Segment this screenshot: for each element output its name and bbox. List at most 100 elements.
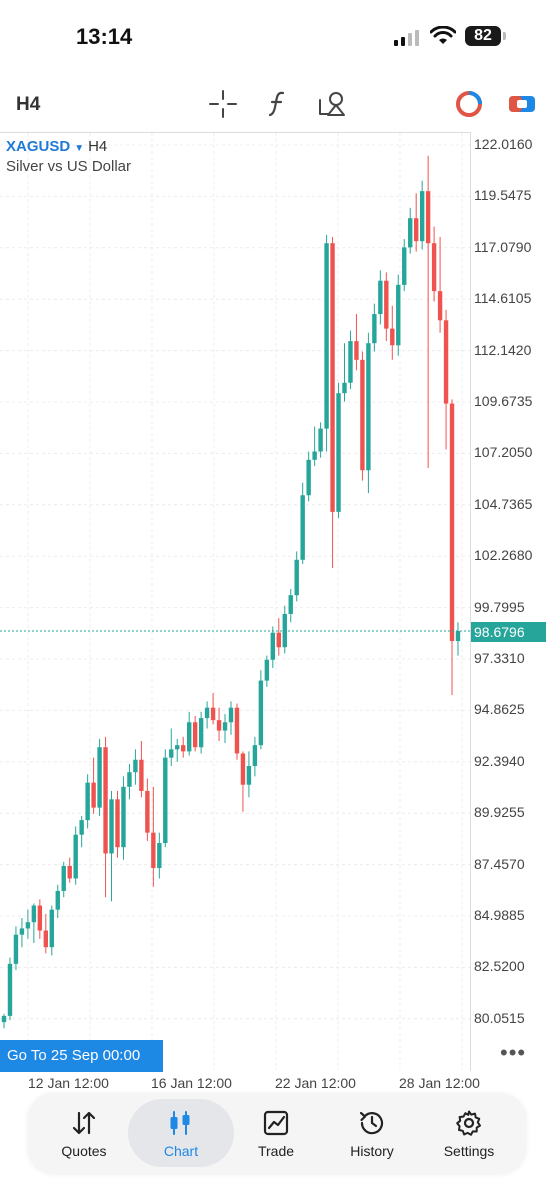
- candlestick-chart[interactable]: [0, 133, 470, 1070]
- candle-body: [103, 747, 108, 854]
- price-axis-label: 122.0160: [474, 136, 533, 152]
- candle-body: [276, 632, 281, 648]
- candle-body: [312, 451, 317, 460]
- candle-body: [49, 909, 54, 948]
- price-axis-label: 80.0515: [474, 1009, 525, 1026]
- candle-body: [402, 247, 407, 285]
- candle-body: [7, 963, 13, 1016]
- candle-body: [175, 745, 180, 750]
- candle-body: [192, 722, 198, 748]
- price-axis-label: 94.8625: [474, 701, 525, 718]
- cellular-signal-icon: [394, 30, 419, 46]
- current-price-label: 98.6796: [471, 622, 546, 642]
- candle-body: [109, 799, 114, 854]
- timeframe-button[interactable]: H4: [16, 94, 41, 115]
- candle-body: [264, 659, 270, 681]
- price-axis-label: 107.2050: [474, 444, 533, 461]
- candle-body: [413, 218, 419, 242]
- candle-body: [85, 782, 90, 821]
- candle-body: [455, 631, 461, 642]
- indicators-icon[interactable]: [262, 88, 294, 120]
- candle-body: [419, 191, 425, 242]
- candle-body: [443, 320, 449, 404]
- candle-body: [240, 753, 246, 785]
- one-click-trading-icon[interactable]: [453, 88, 485, 120]
- chart-area[interactable]: [0, 132, 471, 1071]
- battery-icon: 82: [465, 26, 501, 46]
- price-axis-label: 87.4570: [474, 855, 525, 872]
- candle-body: [449, 403, 455, 642]
- trade-panel-icon[interactable]: [506, 88, 538, 120]
- price-axis-label: 117.0790: [474, 238, 532, 255]
- wifi-icon: [430, 26, 456, 44]
- symbol-timeframe: H4: [88, 138, 108, 155]
- candle-body: [408, 218, 413, 248]
- settings-icon: [456, 1110, 481, 1136]
- price-axis-label: 84.9885: [474, 907, 525, 923]
- candle-body: [13, 934, 19, 964]
- candle-body: [431, 243, 437, 292]
- crosshair-icon[interactable]: [207, 88, 239, 120]
- symbol-name[interactable]: XAGUSD: [6, 138, 71, 155]
- candle-body: [163, 757, 168, 844]
- candle-body: [336, 393, 341, 512]
- candle-body: [25, 922, 31, 929]
- nav-quotes[interactable]: Quotes: [36, 1093, 132, 1173]
- candle-body: [73, 834, 78, 879]
- candle-body: [366, 343, 371, 471]
- symbol-header[interactable]: XAGUSD ▼ H4: [6, 138, 107, 155]
- candle-body: [396, 284, 401, 346]
- candle-body: [306, 459, 311, 496]
- candle-body: [294, 559, 299, 596]
- candle-body: [324, 243, 329, 429]
- price-axis-label: 99.7995: [474, 598, 525, 615]
- quotes-icon: [72, 1111, 96, 1135]
- nav-label: Chart: [163, 1143, 199, 1159]
- nav-settings[interactable]: Settings: [421, 1093, 517, 1173]
- candle-body: [252, 745, 258, 766]
- candle-body: [186, 722, 192, 752]
- candle-body: [198, 718, 204, 748]
- candle-body: [354, 341, 359, 360]
- candle-body: [91, 782, 96, 808]
- candle-body: [204, 707, 210, 719]
- candle-body: [115, 799, 120, 848]
- candle-body: [37, 905, 43, 931]
- candle-body: [330, 243, 335, 512]
- candle-body: [222, 722, 228, 731]
- price-axis-label: 102.2680: [474, 547, 533, 564]
- go-to-date-button[interactable]: Go To 25 Sep 00:00: [0, 1040, 163, 1072]
- more-options-icon[interactable]: •••: [500, 1040, 527, 1065]
- nav-label: Settings: [443, 1143, 495, 1159]
- symbol-dropdown-icon[interactable]: ▼: [74, 143, 85, 154]
- trade-icon: [263, 1110, 289, 1136]
- candle-body: [342, 382, 347, 394]
- candle-body: [97, 747, 102, 808]
- candle-body: [288, 595, 293, 614]
- candle-body: [127, 772, 132, 787]
- price-axis-label: 82.5200: [474, 958, 525, 975]
- candle-body: [216, 720, 222, 731]
- candle-body: [169, 749, 174, 758]
- candle-body: [348, 341, 353, 383]
- history-icon: [359, 1111, 384, 1135]
- candle-body: [210, 707, 216, 721]
- status-time: 13:14: [76, 24, 133, 49]
- candle-body: [300, 495, 305, 560]
- candle-body: [139, 759, 144, 791]
- candle-body: [372, 314, 377, 344]
- time-axis-label: 22 Jan 12:00: [275, 1075, 356, 1091]
- nav-history[interactable]: History: [324, 1093, 420, 1173]
- candle-body: [133, 759, 138, 773]
- candle-body: [157, 843, 162, 869]
- objects-icon[interactable]: [316, 88, 348, 120]
- candle-body: [19, 928, 25, 935]
- candle-body: [43, 930, 49, 948]
- candle-body: [360, 359, 365, 471]
- time-axis-label: 12 Jan 12:00: [28, 1075, 109, 1091]
- nav-trade[interactable]: Trade: [228, 1093, 324, 1173]
- nav-chart[interactable]: Chart: [128, 1093, 234, 1173]
- price-axis-label: 119.5475: [474, 187, 532, 204]
- candle-body: [378, 280, 383, 315]
- battery-tip: [503, 32, 506, 40]
